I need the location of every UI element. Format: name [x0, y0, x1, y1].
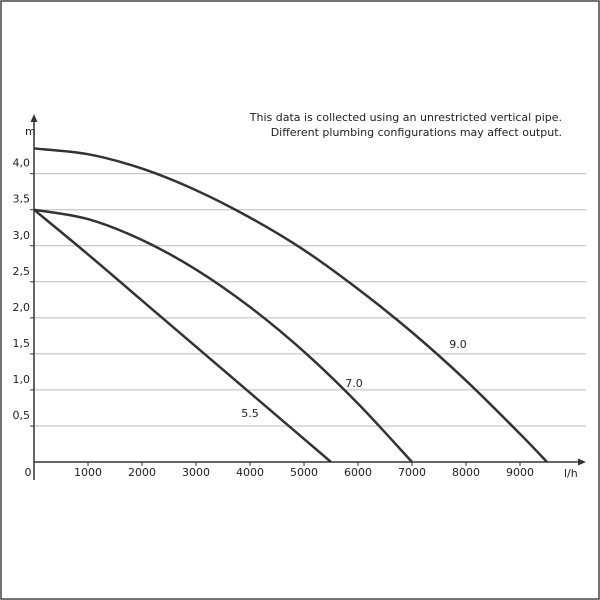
- y-tick-label: 1,0: [13, 373, 31, 386]
- y-tick-label: 3,0: [13, 229, 31, 242]
- y-tick-label: 0,5: [13, 409, 31, 422]
- curve: [33, 208, 332, 463]
- x-tick-label: 8000: [452, 466, 480, 479]
- y-axis-label: m: [25, 125, 36, 138]
- curve-label: 5.5: [241, 407, 259, 420]
- x-tick-label: 2000: [128, 466, 156, 479]
- x-tick-label: 1000: [74, 466, 102, 479]
- y-tick-label: 1,5: [13, 337, 31, 350]
- x-axis-arrow: [578, 458, 586, 466]
- x-tick-label: 4000: [236, 466, 264, 479]
- curve-label: 7.0: [345, 377, 363, 390]
- curve: [33, 208, 413, 463]
- y-tick-label: 2,5: [13, 265, 31, 278]
- y-tick-label: 4,0: [13, 157, 31, 170]
- x-tick-label: 5000: [290, 466, 318, 479]
- curve-label: 9.0: [449, 338, 467, 351]
- x-tick-label: 7000: [398, 466, 426, 479]
- note-line: This data is collected using an unrestri…: [249, 111, 562, 124]
- x-tick-label: 3000: [182, 466, 210, 479]
- curve: [33, 147, 548, 463]
- y-tick-label: 3,5: [13, 193, 31, 206]
- x-tick-label: 0: [25, 466, 32, 479]
- note-line: Different plumbing configurations may af…: [271, 126, 562, 139]
- x-tick-label: 6000: [344, 466, 372, 479]
- y-tick-label: 2,0: [13, 301, 31, 314]
- x-axis-label: l/h: [564, 467, 578, 480]
- y-axis-arrow: [30, 114, 38, 122]
- x-tick-label: 9000: [506, 466, 534, 479]
